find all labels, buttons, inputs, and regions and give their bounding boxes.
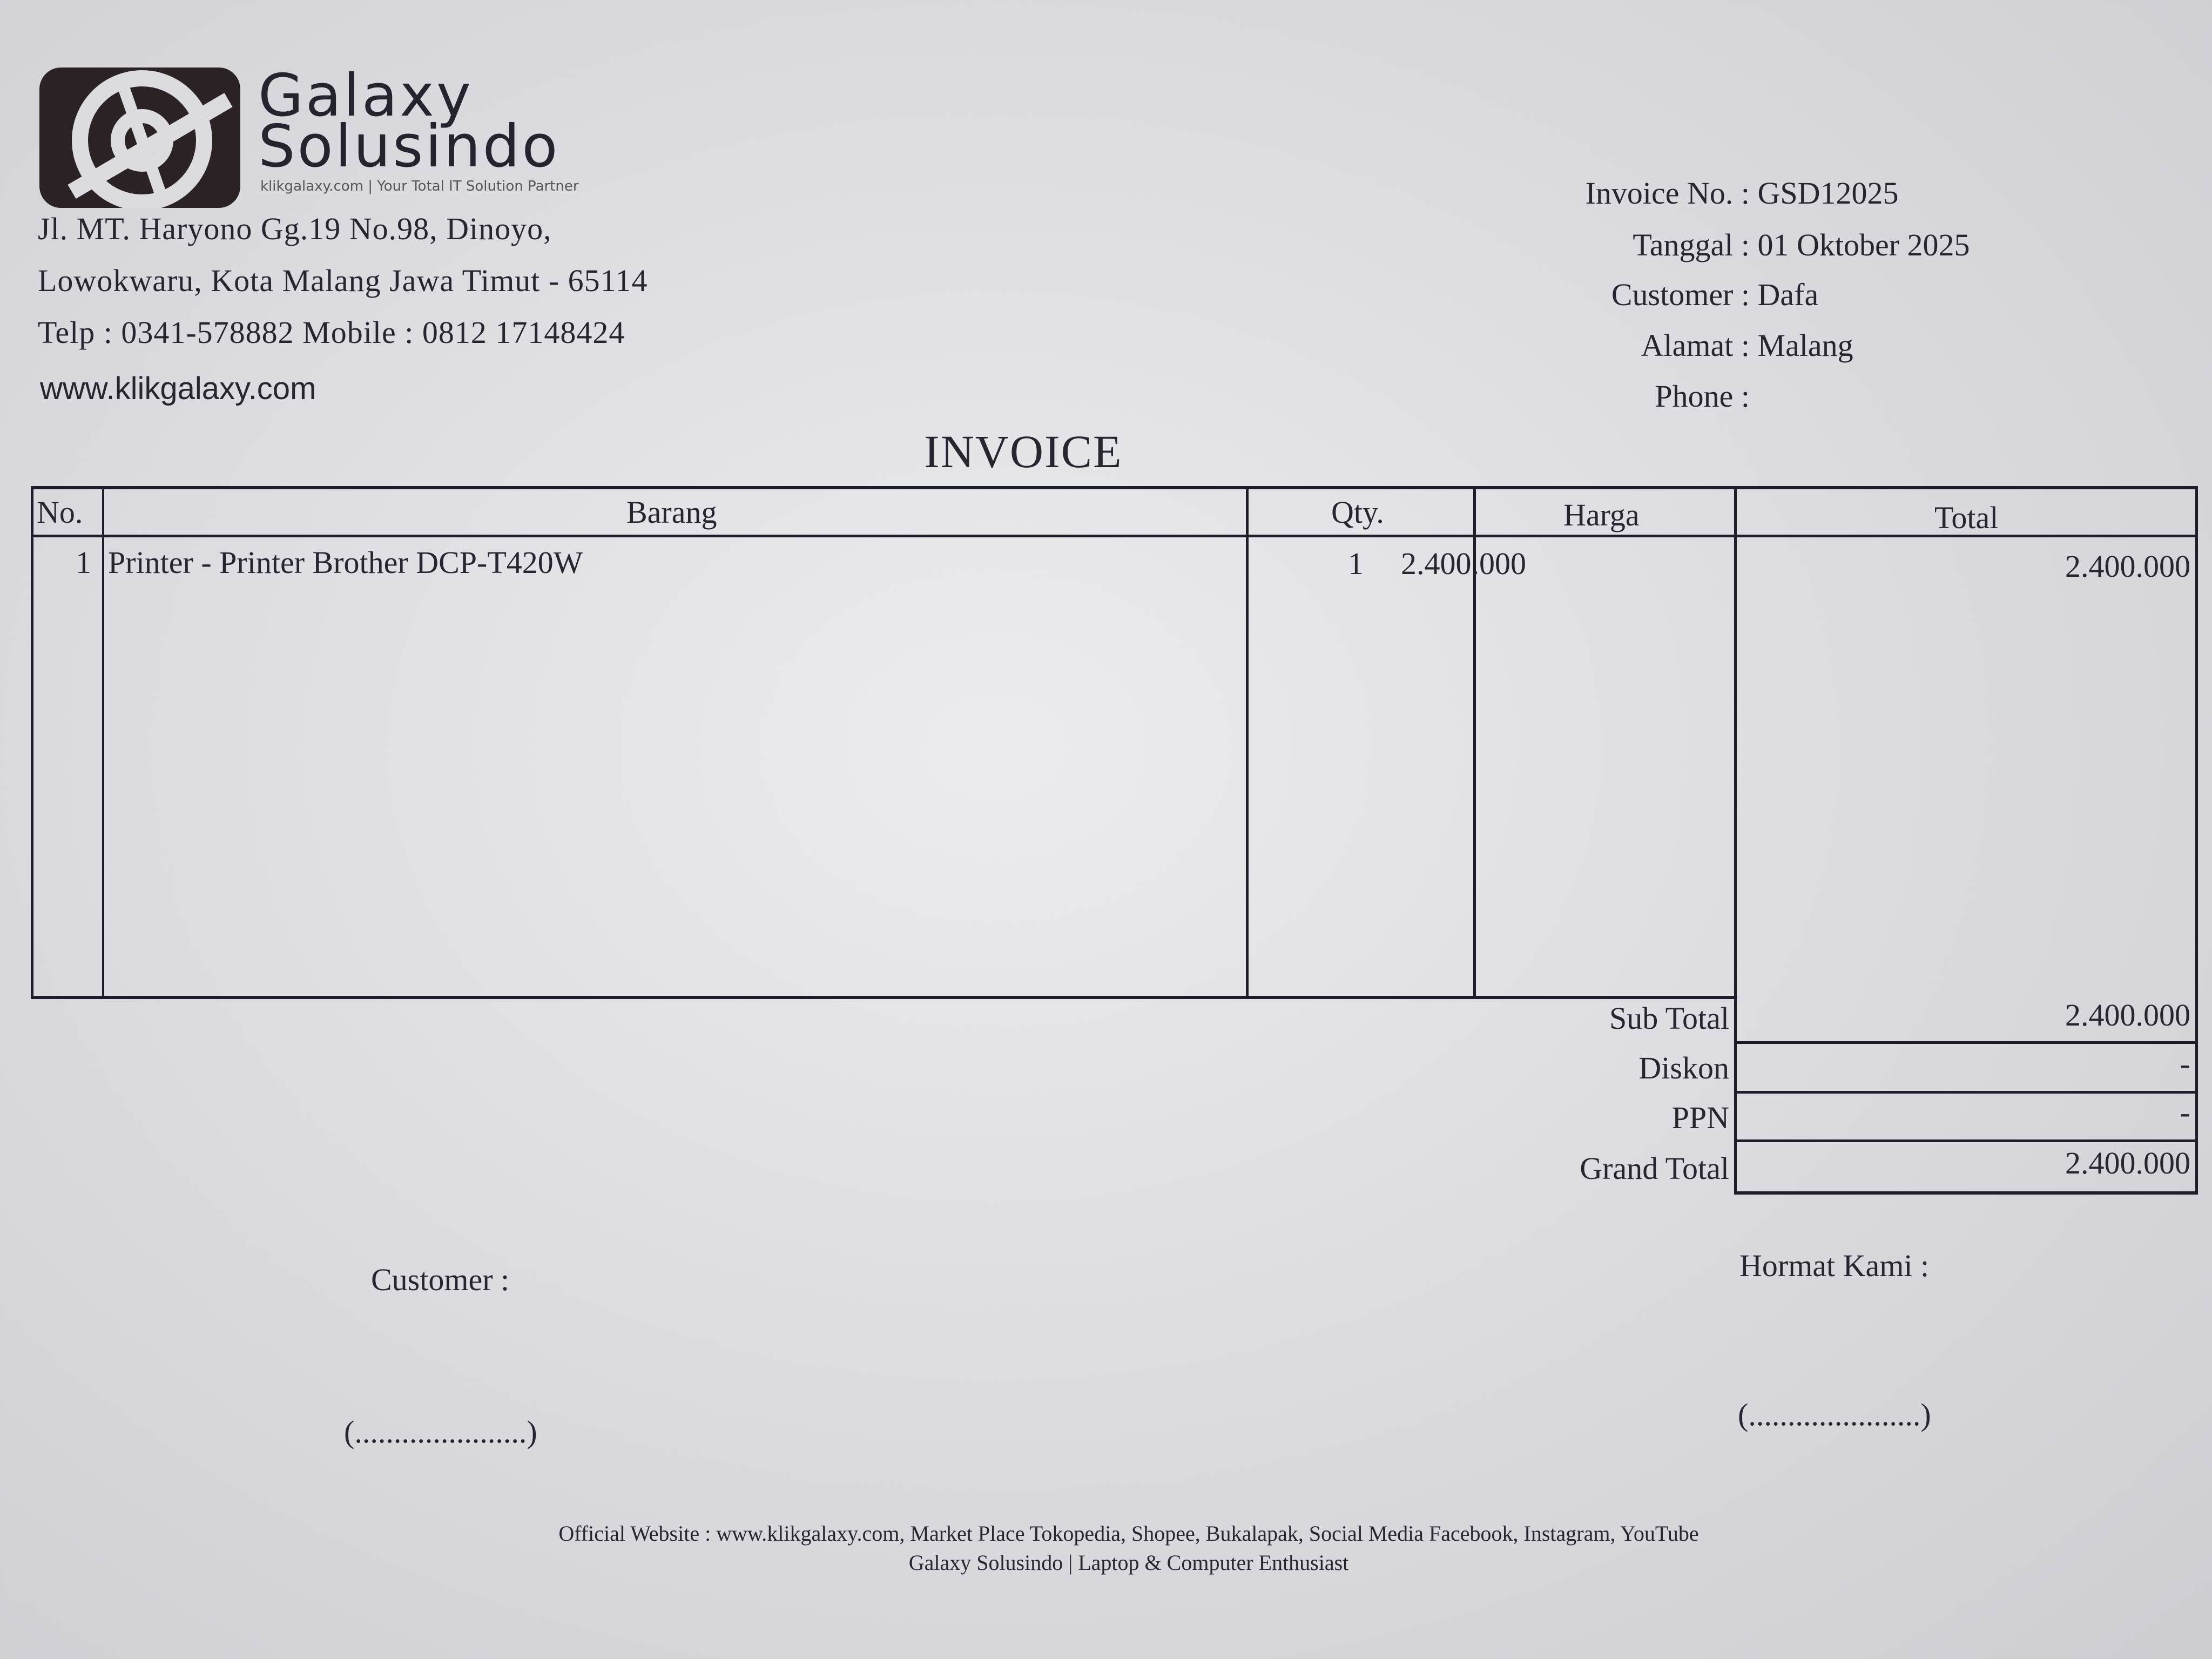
header-total: Total	[1934, 500, 1999, 535]
totals-divider	[1734, 1091, 2198, 1094]
info-value: 01 Oktober 2025	[1757, 227, 1970, 262]
subtotal-label: Sub Total	[1609, 1001, 1729, 1036]
table-border-top	[31, 486, 2198, 489]
info-customer: Customer : Dafa	[1415, 276, 1818, 313]
subtotal-value: 2.400.000	[2065, 997, 2190, 1033]
info-value: Malang	[1757, 328, 1853, 363]
col-divider	[1473, 486, 1476, 999]
header-barang: Barang	[626, 495, 717, 530]
company-logo	[39, 68, 240, 211]
table-border-right	[2195, 486, 2198, 1195]
cell-no: 1	[76, 545, 91, 580]
col-divider	[1246, 486, 1249, 999]
info-value: GSD12025	[1757, 176, 1899, 211]
info-invoice-no: Invoice No. : GSD12025	[1415, 175, 1899, 211]
table-border-bottom	[31, 996, 1737, 999]
footer-tagline: Galaxy Solusindo | Laptop & Computer Ent…	[908, 1550, 1349, 1575]
info-label: Invoice No. :	[1585, 176, 1750, 211]
totals-border-bottom	[1734, 1191, 2198, 1195]
col-divider	[102, 486, 104, 999]
phone-line: Telp : 0341-578882 Mobile : 0812 1714842…	[38, 315, 625, 350]
logo-text-galaxy: Galaxy	[258, 62, 473, 130]
ppn-label: PPN	[1671, 1100, 1729, 1135]
header-no: No.	[37, 495, 83, 530]
company-website: www.klikgalaxy.com	[40, 371, 316, 406]
diskon-value: -	[2180, 1046, 2190, 1081]
customer-signature-label: Customer :	[371, 1262, 510, 1297]
header-harga: Harga	[1563, 497, 1640, 532]
table-header-divider	[31, 535, 2198, 537]
info-label: Alamat :	[1641, 328, 1750, 363]
galaxy-logo-icon	[39, 68, 240, 211]
grand-total-value: 2.400.000	[2065, 1145, 2190, 1181]
info-alamat: Alamat : Malang	[1415, 327, 1853, 363]
cell-harga: 2.400.000	[1401, 546, 1526, 581]
company-signature-label: Hormat Kami :	[1739, 1248, 1930, 1283]
company-signature-line: (......................)	[1738, 1397, 1931, 1432]
table-border-left	[31, 486, 33, 999]
header-qty: Qty.	[1331, 495, 1384, 530]
address-line-1: Jl. MT. Haryono Gg.19 No.98, Dinoyo,	[38, 211, 552, 246]
diskon-label: Diskon	[1638, 1050, 1729, 1085]
totals-divider	[1734, 1139, 2198, 1142]
info-value: Dafa	[1757, 277, 1819, 312]
cell-barang: Printer - Printer Brother DCP-T420W	[108, 545, 583, 580]
logo-tagline: klikgalaxy.com | Your Total IT Solution …	[260, 178, 579, 194]
info-label: Customer :	[1611, 277, 1750, 312]
invoice-title: INVOICE	[924, 426, 1123, 477]
totals-divider	[1734, 1041, 2198, 1044]
grand-total-label: Grand Total	[1580, 1151, 1729, 1186]
info-tanggal: Tanggal : 01 Oktober 2025	[1415, 227, 1970, 263]
ppn-value: -	[2180, 1095, 2190, 1130]
info-label: Phone :	[1655, 379, 1750, 414]
info-phone: Phone :	[1415, 378, 1750, 414]
info-label: Tanggal :	[1633, 227, 1750, 262]
col-divider	[1734, 486, 1737, 1195]
address-line-2: Lowokwaru, Kota Malang Jawa Timut - 6511…	[38, 263, 648, 298]
footer-links: Official Website : www.klikgalaxy.com, M…	[558, 1521, 1699, 1546]
cell-qty: 1	[1348, 546, 1364, 581]
cell-total: 2.400.000	[2065, 549, 2190, 584]
customer-signature-line: (......................)	[344, 1414, 537, 1449]
logo-text-solusindo: Solusindo	[258, 113, 560, 180]
